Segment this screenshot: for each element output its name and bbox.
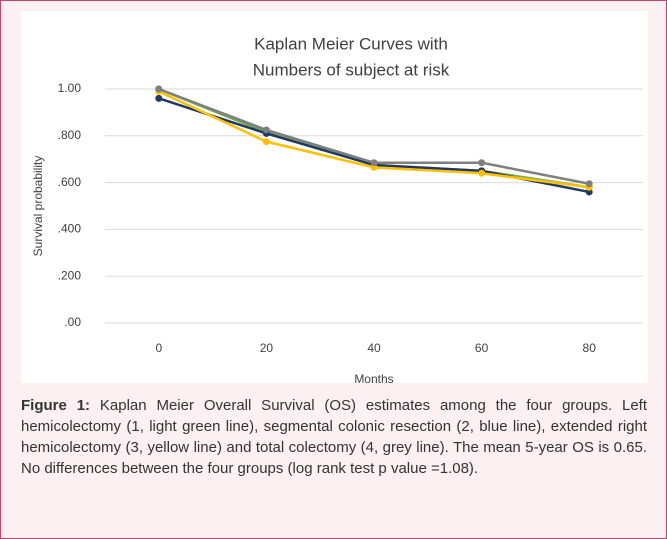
x-tick-label: 60 (475, 341, 489, 355)
chart: Kaplan Meier Curves with Numbers of subj… (21, 11, 648, 391)
y-tick-label: .800 (58, 128, 82, 142)
x-tick-label: 40 (367, 341, 381, 355)
point (155, 85, 163, 93)
point (478, 159, 486, 167)
y-tick-label: 1.00 (58, 81, 82, 95)
x-tick-label: 80 (583, 341, 597, 355)
caption-text: Kaplan Meier Overall Survival (OS) estim… (21, 397, 647, 477)
point (478, 169, 486, 177)
y-tick-label: .600 (58, 175, 82, 189)
caption-label: Figure 1: (21, 397, 91, 414)
y-axis-label: Survival probability (31, 156, 45, 257)
x-axis-label: Months (354, 372, 393, 386)
y-tick-label: .200 (58, 268, 82, 282)
point (262, 138, 270, 146)
point (585, 180, 593, 188)
x-tick-label: 0 (155, 341, 162, 355)
point (262, 126, 270, 134)
chart-title: Numbers of subject at risk (253, 60, 450, 79)
x-tick-label: 20 (260, 341, 274, 355)
y-tick-label: .400 (58, 222, 82, 236)
chart-title: Kaplan Meier Curves with (254, 34, 448, 53)
y-tick-label: .00 (64, 315, 81, 329)
point (155, 94, 163, 102)
chart-area (21, 11, 648, 383)
point (370, 159, 378, 167)
caption: Figure 1: Kaplan Meier Overall Survival … (21, 395, 647, 479)
